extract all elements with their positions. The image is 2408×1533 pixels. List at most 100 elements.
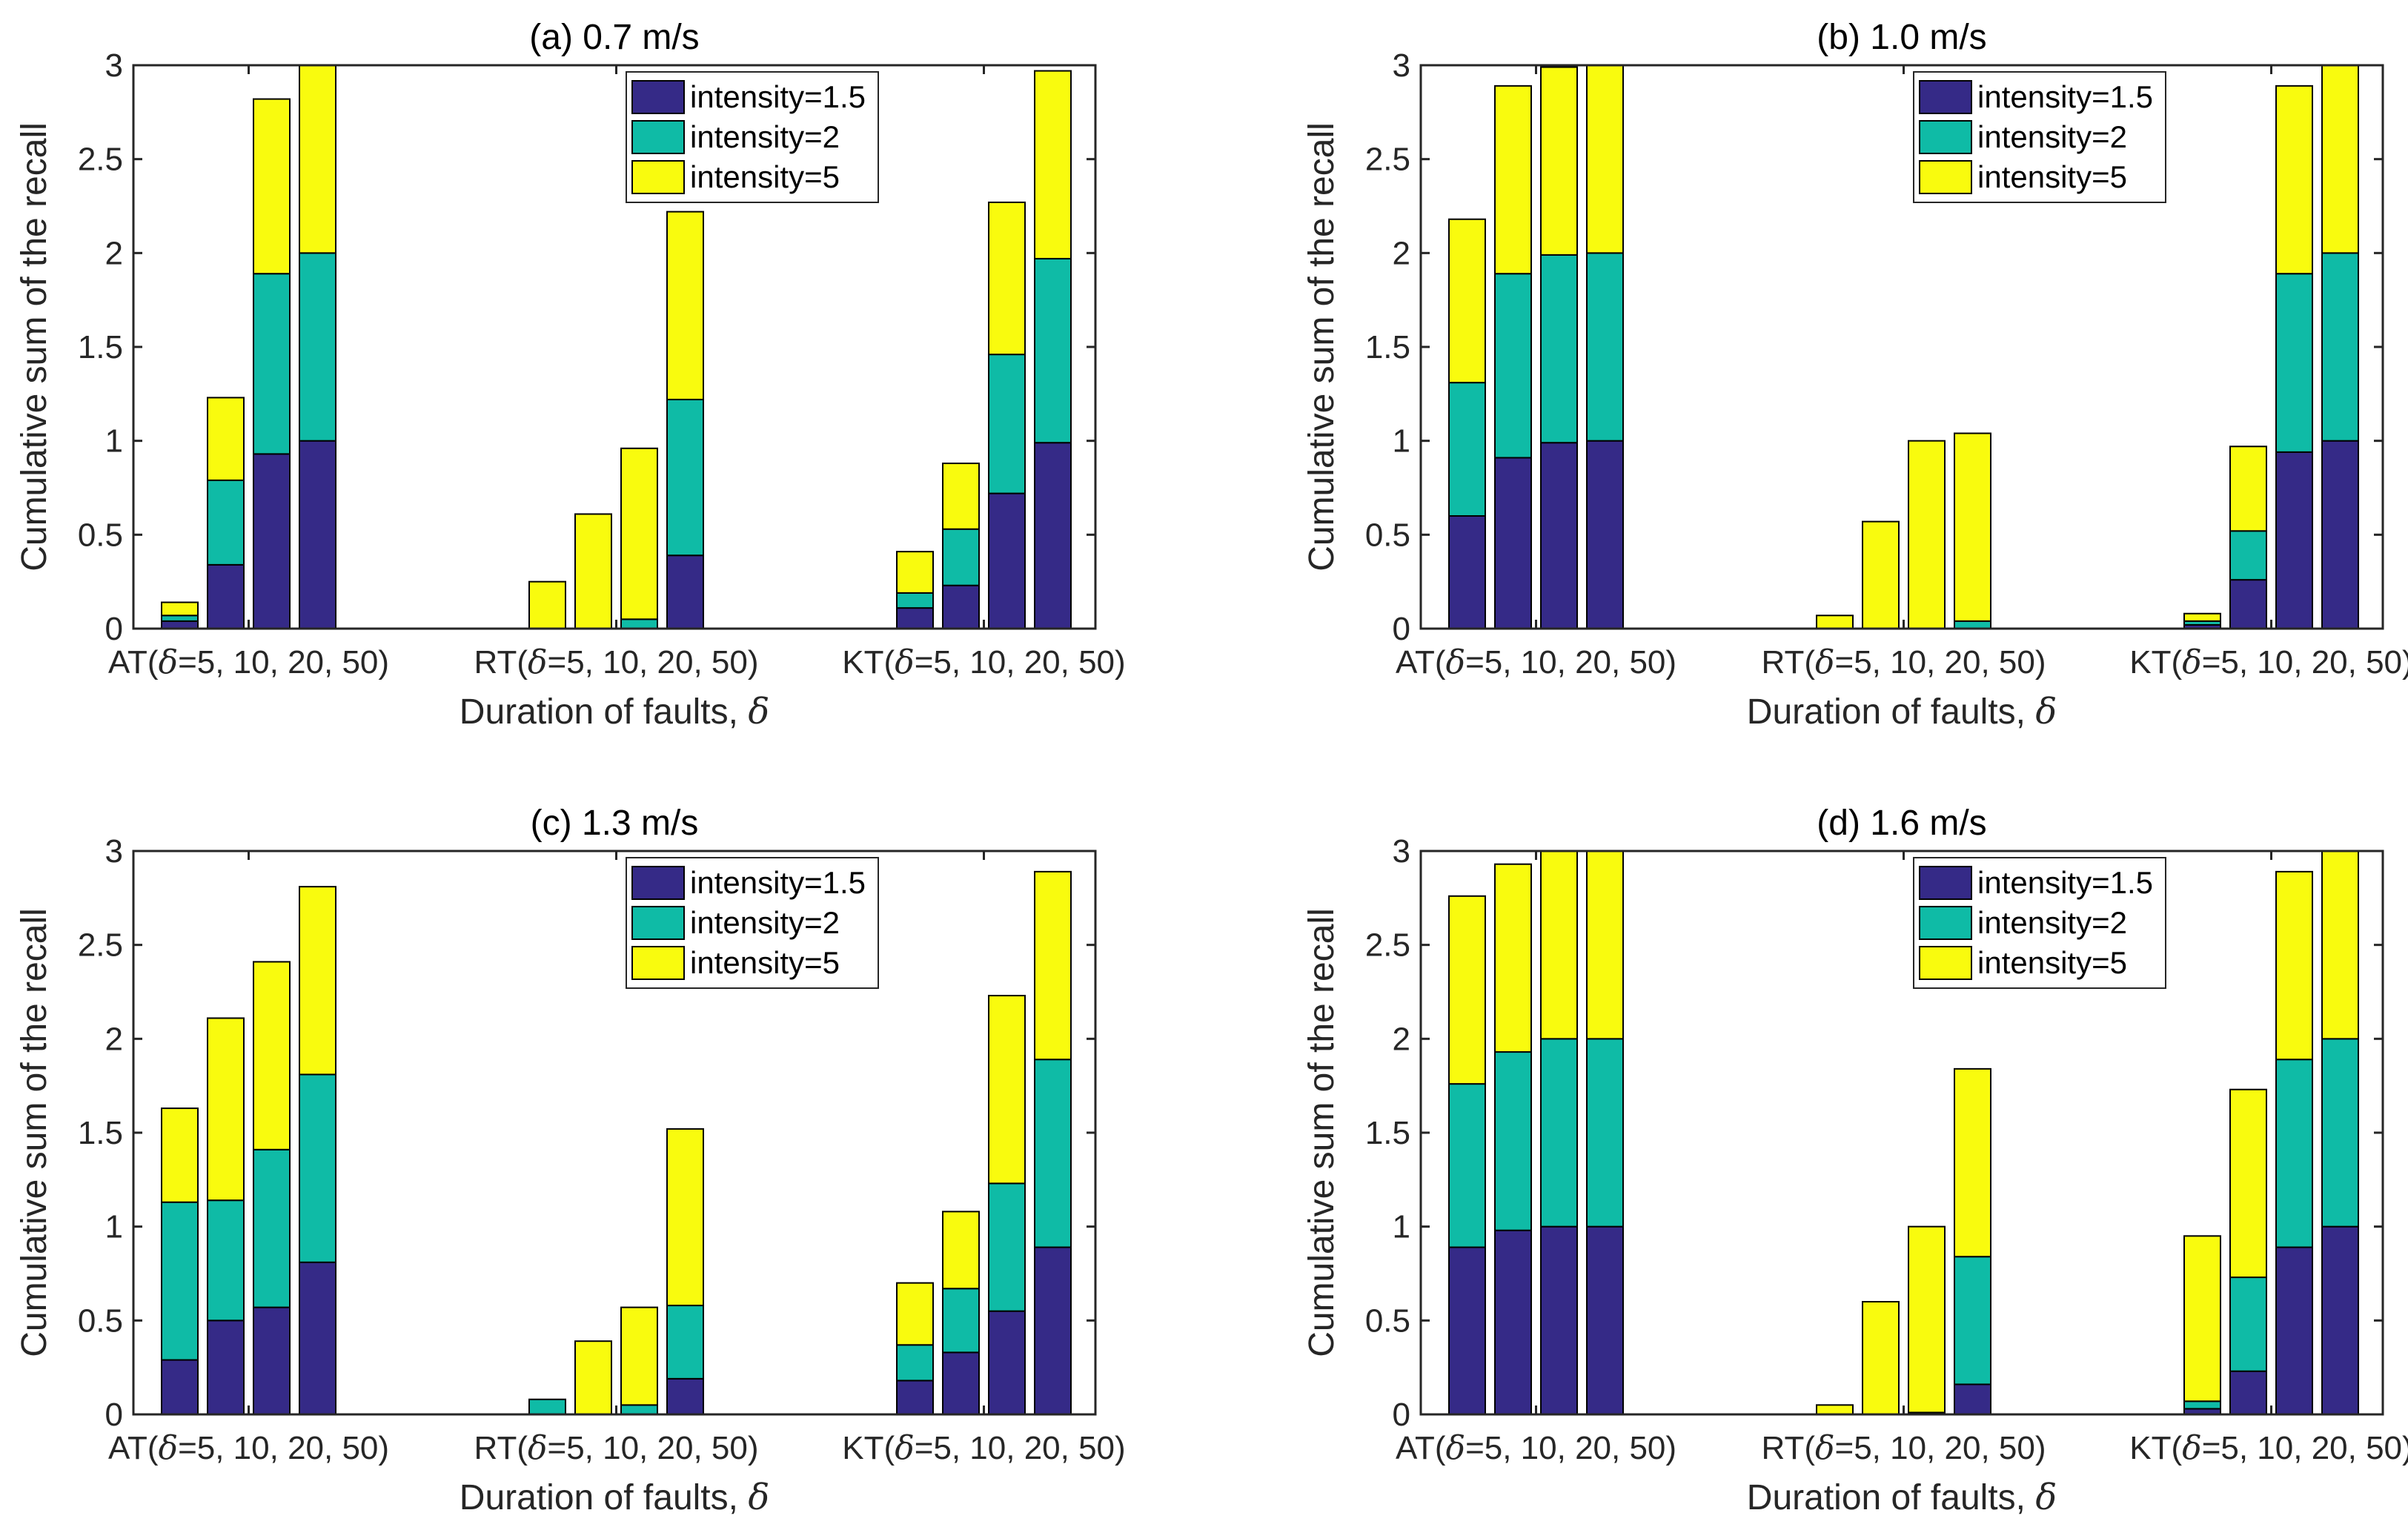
bar-i15-g1-b3	[253, 453, 291, 630]
bar-i2-g3-b4	[1034, 1059, 1072, 1248]
bar-i15-g2-b4	[666, 1377, 704, 1416]
x-axis-label: Duration of faults, δ	[460, 691, 769, 732]
bar-i2-g3-b2	[2229, 1277, 2267, 1372]
legend-swatch-1	[631, 866, 685, 900]
chart-title: (d) 1.6 m/s	[1817, 804, 1986, 843]
bar-i2-g1-b2	[207, 479, 245, 566]
bar-i15-g3-b2	[942, 584, 980, 630]
legend-label-1: intensity=1.5	[1977, 79, 2153, 114]
bar-i5-g3-b2	[2229, 1088, 2267, 1279]
bar-i2-g1-b2	[207, 1199, 245, 1322]
bar-i5-g2-b3	[1908, 1225, 1946, 1414]
bar-i5-g3-b3	[2275, 870, 2313, 1061]
y-tick-label: 2.5	[1365, 142, 1410, 178]
chart-title: (c) 1.3 m/s	[531, 804, 699, 843]
bar-i15-g1-b1	[1448, 515, 1486, 629]
legend-swatch-1	[1919, 866, 1972, 900]
y-tick-label: 1	[105, 423, 123, 460]
y-tick-label: 0.5	[1365, 1302, 1410, 1339]
y-axis-label: Cumulative sum of the recall	[1302, 908, 1341, 1357]
x-tick-label: KT(δ=5, 10, 20, 50)	[2129, 643, 2408, 681]
bar-i5-g1-b2	[207, 397, 245, 481]
legend-swatch-3	[1919, 946, 1972, 980]
bar-i15-g3-b3	[988, 492, 1026, 629]
bar-i5-g1-b3	[1540, 66, 1578, 256]
legend-label-2: intensity=2	[690, 119, 840, 154]
legend-label-1: intensity=1.5	[690, 79, 866, 114]
x-tick-label: AT(δ=5, 10, 20, 50)	[1396, 1429, 1676, 1467]
x-tick-label: RT(δ=5, 10, 20, 50)	[474, 1429, 758, 1467]
x-tick-label: KT(δ=5, 10, 20, 50)	[842, 643, 1125, 681]
x-axis-label: Duration of faults, δ	[1747, 1477, 2057, 1518]
y-tick-label: 3	[105, 47, 123, 84]
chart-panel-1: 0 0.5 1 1.5 2 2.5 3 AT(δ=5, 10, 20, 50) RT(δ=5, …	[15, 18, 1126, 732]
y-tick-label: 1.5	[1365, 329, 1410, 365]
x-axis-label: Duration of faults, δ	[460, 1477, 769, 1518]
bar-i5-g3-b4	[1034, 870, 1072, 1061]
bar-i15-g3-b4	[1034, 1246, 1072, 1415]
bar-i15-g1-b2	[1494, 1229, 1532, 1415]
bar-i5-g1-b2	[207, 1017, 245, 1202]
bar-i5-g2-b2	[574, 1340, 612, 1415]
bar-i15-g1-b1	[161, 620, 199, 629]
legend: intensity=1.5 intensity=2 intensity=5	[626, 71, 879, 203]
bar-i2-g1-b3	[1540, 1038, 1578, 1228]
bar-i5-g2-b3	[620, 447, 658, 620]
bar-i5-g3-b2	[942, 463, 980, 530]
bar-i5-g3-b4	[2321, 850, 2359, 1040]
bar-i5-g1-b4	[299, 64, 336, 254]
y-tick-label: 1	[1393, 423, 1410, 460]
bar-i5-g3-b1	[896, 1282, 934, 1346]
bar-i2-g2-b4	[666, 1305, 704, 1380]
bar-i5-g2-b4	[666, 1128, 704, 1307]
y-tick-label: 3	[1393, 833, 1410, 870]
plot-area	[133, 65, 1095, 629]
y-axis-label: Cumulative sum of the recall	[15, 122, 54, 572]
legend-swatch-3	[631, 946, 685, 980]
y-tick-label: 2.5	[78, 927, 123, 964]
plot-area	[1421, 851, 2383, 1414]
y-tick-label: 1	[105, 1209, 123, 1245]
bar-i2-g1-b4	[299, 1073, 336, 1263]
x-tick-label: AT(δ=5, 10, 20, 50)	[108, 1429, 389, 1467]
bar-i2-g3-b2	[942, 1288, 980, 1354]
y-tick-label: 2	[105, 235, 123, 271]
bar-i15-g2-b4	[1954, 1383, 1991, 1416]
bar-i5-g1-b1	[161, 601, 199, 617]
bar-i15-g1-b2	[207, 1320, 245, 1416]
bar-i2-g3-b1	[2183, 1400, 2221, 1410]
bar-i2-g3-b2	[942, 528, 980, 586]
bar-i5-g2-b1	[1816, 615, 1854, 629]
bar-i2-g2-b4	[666, 398, 704, 557]
bar-i2-g3-b4	[2321, 252, 2359, 442]
y-tick-label: 0.5	[1365, 517, 1410, 553]
bar-i2-g3-b3	[988, 1182, 1026, 1312]
bar-i2-g3-b3	[2275, 1059, 2313, 1248]
legend-swatch-1	[1919, 80, 1972, 114]
bar-i5-g2-b4	[1954, 432, 1991, 622]
bar-i2-g2-b4	[1954, 1256, 1991, 1385]
bar-i2-g1-b3	[1540, 254, 1578, 444]
bar-i5-g1-b2	[1494, 85, 1532, 275]
bar-i2-g3-b3	[988, 354, 1026, 494]
bar-i15-g1-b1	[1448, 1246, 1486, 1415]
chart-panel-4: 0 0.5 1 1.5 2 2.5 3 AT(δ=5, 10, 20, 50) RT(δ=5, …	[1302, 804, 2408, 1518]
legend-label-1: intensity=1.5	[690, 865, 866, 900]
bar-i15-g3-b3	[988, 1310, 1026, 1415]
x-tick-label: RT(δ=5, 10, 20, 50)	[1761, 643, 2046, 681]
y-tick-label: 2	[105, 1021, 123, 1057]
bar-i2-g1-b4	[299, 252, 336, 442]
x-tick-label: RT(δ=5, 10, 20, 50)	[474, 643, 758, 681]
legend-label-2: intensity=2	[1977, 119, 2127, 154]
bar-i5-g3-b4	[2321, 64, 2359, 254]
bar-i5-g3-b3	[2275, 85, 2313, 275]
bar-i2-g3-b4	[1034, 257, 1072, 444]
legend-label-2: intensity=2	[1977, 905, 2127, 940]
bar-i2-g3-b1	[896, 592, 934, 609]
bar-i5-g1-b4	[1586, 850, 1624, 1040]
legend: intensity=1.5 intensity=2 intensity=5	[1913, 71, 2166, 203]
legend-swatch-2	[1919, 906, 1972, 940]
bar-i5-g3-b1	[2183, 1235, 2221, 1403]
bar-i2-g1-b2	[1494, 273, 1532, 459]
